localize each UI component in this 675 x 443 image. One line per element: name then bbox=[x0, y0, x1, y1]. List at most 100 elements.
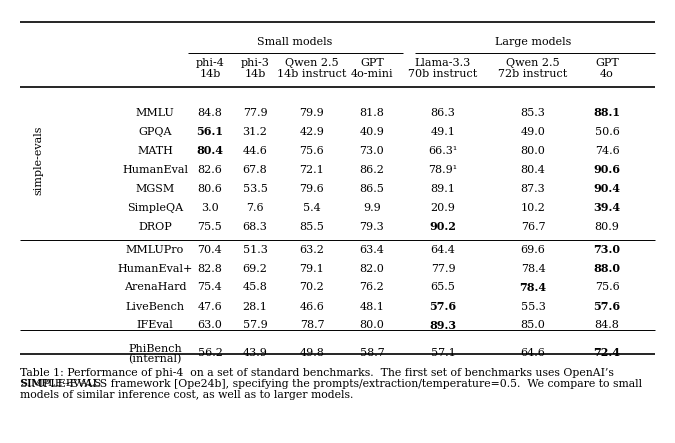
Text: 87.3: 87.3 bbox=[520, 183, 545, 194]
Text: 3.0: 3.0 bbox=[201, 202, 219, 213]
Text: 57.6: 57.6 bbox=[429, 301, 456, 312]
Text: 63.4: 63.4 bbox=[360, 245, 385, 254]
Text: 80.4: 80.4 bbox=[520, 164, 545, 175]
Text: 78.4: 78.4 bbox=[520, 282, 547, 293]
Text: 7.6: 7.6 bbox=[246, 202, 264, 213]
Text: 50.6: 50.6 bbox=[595, 127, 620, 136]
Text: 5.4: 5.4 bbox=[303, 202, 321, 213]
Text: 14b: 14b bbox=[199, 69, 221, 79]
Text: 80.0: 80.0 bbox=[520, 145, 545, 155]
Text: 28.1: 28.1 bbox=[242, 302, 267, 311]
Text: 80.6: 80.6 bbox=[198, 183, 223, 194]
Text: 46.6: 46.6 bbox=[300, 302, 325, 311]
Text: MMLUPro: MMLUPro bbox=[126, 245, 184, 254]
Text: 57.9: 57.9 bbox=[242, 320, 267, 330]
Text: MMLU: MMLU bbox=[136, 108, 174, 117]
Text: 56.2: 56.2 bbox=[198, 347, 223, 358]
Text: MGSM: MGSM bbox=[136, 183, 175, 194]
Text: models of similar inference cost, as well as to larger models.: models of similar inference cost, as wel… bbox=[20, 390, 354, 400]
Text: 47.6: 47.6 bbox=[198, 302, 222, 311]
Text: 63.2: 63.2 bbox=[300, 245, 325, 254]
Text: 76.2: 76.2 bbox=[360, 283, 384, 292]
Text: 4o-mini: 4o-mini bbox=[351, 69, 394, 79]
Text: 70.2: 70.2 bbox=[300, 283, 325, 292]
Text: ArenaHard: ArenaHard bbox=[124, 283, 186, 292]
Text: 85.0: 85.0 bbox=[520, 320, 545, 330]
Text: 75.6: 75.6 bbox=[595, 283, 620, 292]
Text: phi-3: phi-3 bbox=[240, 58, 269, 68]
Text: 58.7: 58.7 bbox=[360, 347, 384, 358]
Text: 73.0: 73.0 bbox=[593, 244, 620, 255]
Text: 90.4: 90.4 bbox=[593, 183, 620, 194]
Text: Llama-3.3: Llama-3.3 bbox=[415, 58, 471, 68]
Text: 88.1: 88.1 bbox=[593, 107, 620, 118]
Text: 80.4: 80.4 bbox=[196, 145, 223, 156]
Text: 69.2: 69.2 bbox=[242, 264, 267, 273]
Text: PhiBench: PhiBench bbox=[128, 343, 182, 354]
Text: 82.6: 82.6 bbox=[198, 164, 223, 175]
Text: 70.4: 70.4 bbox=[198, 245, 222, 254]
Text: Qwen 2.5: Qwen 2.5 bbox=[506, 58, 560, 68]
Text: 72.1: 72.1 bbox=[300, 164, 325, 175]
Text: 79.3: 79.3 bbox=[360, 222, 384, 232]
Text: 51.3: 51.3 bbox=[242, 245, 267, 254]
Text: SIMPLE-EVALS: SIMPLE-EVALS bbox=[20, 379, 101, 388]
Text: 63.0: 63.0 bbox=[198, 320, 223, 330]
Text: 88.0: 88.0 bbox=[593, 263, 620, 274]
Text: 65.5: 65.5 bbox=[431, 283, 456, 292]
Text: 73.0: 73.0 bbox=[360, 145, 384, 155]
Text: 4o: 4o bbox=[600, 69, 614, 79]
Text: 89.3: 89.3 bbox=[429, 320, 456, 331]
Text: 72b instruct: 72b instruct bbox=[498, 69, 568, 79]
Text: LiveBench: LiveBench bbox=[126, 302, 184, 311]
Text: 44.6: 44.6 bbox=[242, 145, 267, 155]
Text: 75.4: 75.4 bbox=[198, 283, 222, 292]
Text: 85.5: 85.5 bbox=[300, 222, 325, 232]
Text: 14b: 14b bbox=[244, 69, 266, 79]
Text: 69.6: 69.6 bbox=[520, 245, 545, 254]
Text: IFEval: IFEval bbox=[136, 320, 173, 330]
Text: 56.1: 56.1 bbox=[196, 126, 223, 137]
Text: 79.6: 79.6 bbox=[300, 183, 325, 194]
Text: 49.8: 49.8 bbox=[300, 347, 325, 358]
Text: 68.3: 68.3 bbox=[242, 222, 267, 232]
Text: 81.8: 81.8 bbox=[360, 108, 385, 117]
Text: 66.3¹: 66.3¹ bbox=[429, 145, 458, 155]
Text: 78.7: 78.7 bbox=[300, 320, 324, 330]
Text: 39.4: 39.4 bbox=[593, 202, 620, 213]
Text: 85.3: 85.3 bbox=[520, 108, 545, 117]
Text: 90.2: 90.2 bbox=[429, 221, 456, 232]
Text: 10.2: 10.2 bbox=[520, 202, 545, 213]
Text: 78.9¹: 78.9¹ bbox=[429, 164, 458, 175]
Text: 79.9: 79.9 bbox=[300, 108, 325, 117]
Text: GPT: GPT bbox=[360, 58, 384, 68]
Text: 86.3: 86.3 bbox=[431, 108, 456, 117]
Text: 53.5: 53.5 bbox=[242, 183, 267, 194]
Text: Qwen 2.5: Qwen 2.5 bbox=[285, 58, 339, 68]
Text: 86.2: 86.2 bbox=[360, 164, 385, 175]
Text: DROP: DROP bbox=[138, 222, 172, 232]
Text: 20.9: 20.9 bbox=[431, 202, 456, 213]
Text: 45.8: 45.8 bbox=[242, 283, 267, 292]
Text: 70b instruct: 70b instruct bbox=[408, 69, 478, 79]
Text: 89.1: 89.1 bbox=[431, 183, 456, 194]
Text: 57.1: 57.1 bbox=[431, 347, 456, 358]
Text: 64.6: 64.6 bbox=[520, 347, 545, 358]
Text: 40.9: 40.9 bbox=[360, 127, 385, 136]
Text: phi-4: phi-4 bbox=[196, 58, 224, 68]
Text: 42.9: 42.9 bbox=[300, 127, 325, 136]
Text: GPQA: GPQA bbox=[138, 127, 171, 136]
Text: 14b instruct: 14b instruct bbox=[277, 69, 347, 79]
Text: 55.3: 55.3 bbox=[520, 302, 545, 311]
Text: 9.9: 9.9 bbox=[363, 202, 381, 213]
Text: 86.5: 86.5 bbox=[360, 183, 385, 194]
Text: 43.9: 43.9 bbox=[242, 347, 267, 358]
Text: 77.9: 77.9 bbox=[243, 108, 267, 117]
Text: 80.0: 80.0 bbox=[360, 320, 385, 330]
Text: 79.1: 79.1 bbox=[300, 264, 325, 273]
Text: Small models: Small models bbox=[257, 37, 333, 47]
Text: 84.8: 84.8 bbox=[595, 320, 620, 330]
Text: MATH: MATH bbox=[137, 145, 173, 155]
Text: 75.6: 75.6 bbox=[300, 145, 325, 155]
Text: (internal): (internal) bbox=[128, 354, 182, 365]
